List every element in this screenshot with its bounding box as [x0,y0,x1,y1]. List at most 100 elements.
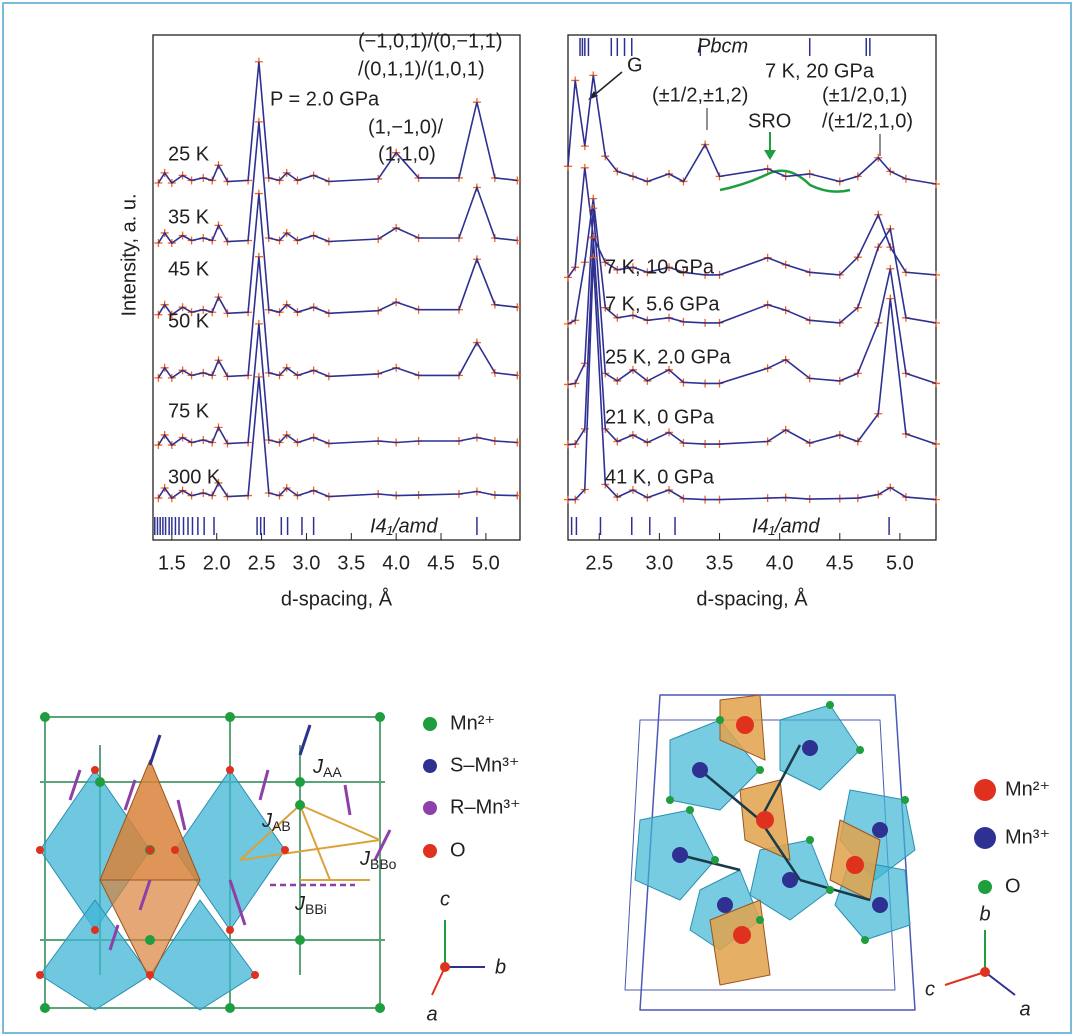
axis-arrow [431,966,446,996]
x-tick-label: 2.5 [248,552,276,574]
axis-label: b [495,956,506,978]
axis-label: a [426,1003,437,1025]
axis-origin [440,962,450,972]
x-tick-label: 2.5 [585,552,613,574]
trace-label: 35 K [168,206,210,228]
arrow-head [764,150,776,160]
crystal-structure-left [36,712,392,1013]
phase-label: I4₁/amd [370,515,438,537]
fit-line [567,208,937,386]
bond-label: JBBo [359,848,397,871]
legend-left: Mn²⁺ S–Mn³⁺ R–Mn³⁺ O [423,712,521,861]
trace-label: 45 K [168,258,210,280]
bond-symbol: J [312,756,324,778]
arrow [591,71,623,98]
fit-line [157,61,518,185]
fit-line [157,376,518,500]
fit-line [157,121,518,245]
legend-right: Mn²⁺ Mn³⁺ O [974,778,1050,897]
legend-swatch [423,844,437,858]
bond-subscript: AB [272,818,291,834]
legend-label: Mn²⁺ [1005,778,1050,800]
fit-line [567,198,937,325]
annotation: G [627,54,643,76]
annotation: /(±1/2,1,0) [822,110,913,132]
annotation: (±1/2,0,1) [822,84,907,106]
plot-frame [567,34,937,541]
legend-label: S–Mn³⁺ [450,754,519,776]
phase-label: Pbcm [697,35,748,57]
trace-label: 300 K [168,466,221,488]
trace-label: 50 K [168,310,210,332]
fit-line [567,75,937,185]
annotation: (−1,0,1)/(0,−1,1) [358,30,503,52]
fit-line [157,193,518,316]
bond-subscript: AA [323,764,342,780]
annotation: (1,1,0) [378,143,436,165]
x-tick-label: 4.5 [427,552,455,574]
fit-line [567,237,937,446]
legend-label: R–Mn³⁺ [450,796,521,818]
phase-label: I4₁/amd [752,515,820,537]
trace-label: 21 K, 0 GPa [605,406,715,428]
x-tick-label: 4.0 [382,552,410,574]
axis-arrow [984,971,1016,996]
fit-line [567,167,937,278]
x-tick-label: 4.5 [826,552,854,574]
data-point [932,379,940,388]
x-tick-label: 2.0 [203,552,231,574]
legend-label: O [450,839,466,861]
axis-label: b [979,903,990,925]
axis-label: c [925,978,935,1000]
axis-label: a [1019,998,1030,1020]
legend-label: O [1005,875,1021,897]
bond-symbol: J [359,848,371,870]
legend-label: Mn²⁺ [450,712,495,734]
x-tick-label: 1.5 [158,552,186,574]
legend-swatch [974,779,996,801]
annotation: SRO [748,110,791,132]
legend-swatch [423,801,437,815]
legend-swatch [978,880,992,894]
x-tick-label: 4.0 [766,552,794,574]
axes-triad-left: c b a [426,888,506,1025]
bond-label: JAB [261,810,291,833]
trace-label: 41 K, 0 GPa [605,466,715,488]
crystal-structure-right [624,694,916,1011]
bond-symbol: J [261,810,273,832]
trace-label: 7 K, 10 GPa [605,256,715,278]
axis-arrow [944,971,986,986]
bond-subscript: BBi [305,901,327,917]
x-tick-label: 3.0 [293,552,321,574]
y-axis-label: Intensity, a. u. [118,193,140,316]
axis-label: c [440,888,450,910]
bond-label: JBBi [294,893,327,916]
bond-label: JAA [312,756,342,779]
fit-line [157,256,518,380]
annotation: /(0,1,1)/(1,0,1) [358,58,485,80]
bond-subscript: BBo [370,856,397,872]
trace-label: 25 K, 2.0 GPa [605,346,732,368]
x-tick-label: 3.0 [645,552,673,574]
x-tick-label: 5.0 [472,552,500,574]
x-tick-label: 5.0 [886,552,914,574]
legend-swatch [423,759,437,773]
plot-frame [152,34,521,541]
legend-swatch [423,717,437,731]
x-axis-label: d-spacing, Å [696,587,808,610]
legend-label: Mn³⁺ [1005,826,1050,848]
fit-line [157,323,518,447]
x-tick-label: 3.5 [337,552,365,574]
sro-curve [719,169,851,193]
trace-label: 75 K [168,400,210,422]
annotation: P = 2.0 GPa [270,88,380,110]
legend-swatch [974,827,996,849]
x-tick-label: 3.5 [706,552,734,574]
trace-label: 7 K, 20 GPa [765,60,875,82]
bond-symbol: J [294,893,306,915]
trace-label: 7 K, 5.6 GPa [605,293,720,315]
fit-line [568,257,937,501]
axes-triad-right: b c a [925,903,1031,1020]
